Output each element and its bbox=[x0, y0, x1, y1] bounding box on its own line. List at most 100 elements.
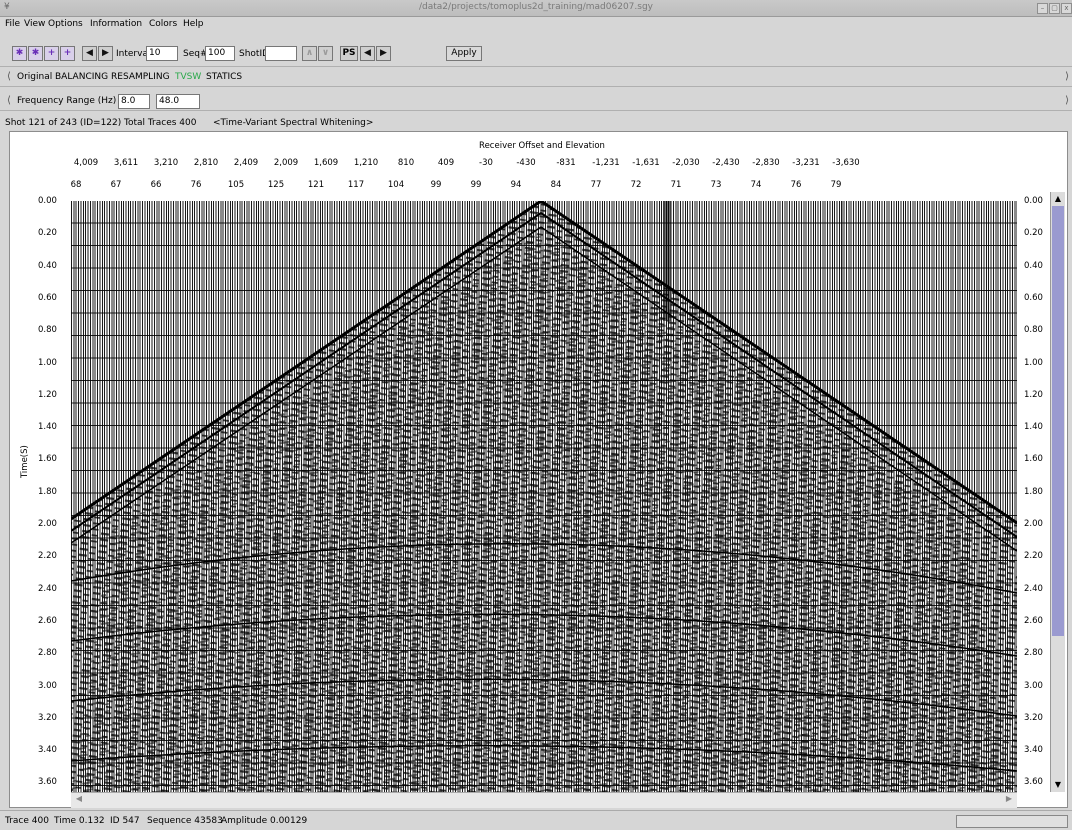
tab-tvsw[interactable]: TVSW bbox=[175, 72, 202, 82]
scroll-left-icon[interactable]: ⟨ bbox=[7, 71, 11, 82]
tab-resampling[interactable]: RESAMPLING bbox=[111, 72, 170, 82]
offset-tick-label: 2,409 bbox=[233, 158, 259, 168]
offset-tick-label: -2,030 bbox=[672, 158, 700, 168]
time-tick-left: 0.80 bbox=[38, 325, 57, 336]
time-tick-right: 2.00 bbox=[1024, 519, 1043, 529]
elevation-tick-label: 74 bbox=[750, 180, 762, 190]
offset-tick-label: -3,630 bbox=[832, 158, 860, 168]
time-tick-right: 1.20 bbox=[1024, 389, 1043, 400]
frequency-high-input[interactable]: 48.0 bbox=[156, 94, 200, 109]
shotid-label: ShotID bbox=[239, 49, 270, 59]
offset-tick-label: -30 bbox=[479, 158, 493, 168]
offset-tick-label: 810 bbox=[397, 158, 415, 168]
time-tick-left: 3.40 bbox=[38, 745, 57, 756]
shotid-input[interactable] bbox=[265, 46, 297, 61]
ps-prev-arrow-icon[interactable]: ◀ bbox=[360, 46, 375, 61]
vertical-scroll-thumb[interactable] bbox=[1052, 206, 1064, 636]
time-tick-right: 2.20 bbox=[1024, 551, 1043, 562]
window-title: /data2/projects/tomoplus2d_training/mad0… bbox=[419, 2, 653, 12]
elevation-tick-label: 94 bbox=[510, 180, 522, 190]
gain-down-icon[interactable]: ✱ bbox=[28, 46, 43, 61]
time-tick-left: 2.00 bbox=[38, 519, 57, 529]
offset-tick-label: -2,430 bbox=[712, 158, 740, 168]
time-tick-right: 1.00 bbox=[1024, 357, 1043, 368]
elevation-tick-label: 99 bbox=[470, 180, 482, 190]
elevation-tick-label: 125 bbox=[267, 180, 285, 190]
ps-next-arrow-icon[interactable]: ▶ bbox=[376, 46, 391, 61]
time-tick-left: 0.60 bbox=[38, 292, 57, 303]
frequency-scroll-left-icon[interactable]: ⟨ bbox=[7, 95, 11, 106]
time-tick-left: 3.00 bbox=[38, 680, 57, 691]
ps-button[interactable]: PS bbox=[340, 46, 358, 61]
time-tick-right: 2.60 bbox=[1024, 615, 1043, 626]
gain-up-icon[interactable]: ✱ bbox=[12, 46, 27, 61]
status-time: Time 0.132 bbox=[54, 816, 105, 826]
menu-view[interactable]: View bbox=[24, 19, 46, 29]
elevation-tick-label: 72 bbox=[630, 180, 642, 190]
elevation-tick-label: 84 bbox=[550, 180, 562, 190]
scroll-up-icon[interactable]: ▲ bbox=[1054, 194, 1062, 203]
elevation-tick-label: 76 bbox=[790, 180, 802, 190]
up-chevron-icon[interactable]: ∧ bbox=[302, 46, 317, 61]
scroll-left-arrow-icon[interactable]: ◀ bbox=[75, 794, 83, 803]
frequency-scroll-right-icon[interactable]: ⟩ bbox=[1065, 95, 1069, 106]
stretch-down-icon[interactable]: + bbox=[60, 46, 75, 61]
offset-tick-label: -3,231 bbox=[792, 158, 820, 168]
time-tick-right: 0.60 bbox=[1024, 292, 1043, 303]
time-tick-right: 3.00 bbox=[1024, 680, 1043, 691]
maximize-icon[interactable]: ▢ bbox=[1049, 3, 1060, 14]
menu-help[interactable]: Help bbox=[183, 19, 204, 29]
interval-input[interactable]: 10 bbox=[146, 46, 178, 61]
elevation-tick-label: 105 bbox=[227, 180, 245, 190]
vertical-scrollbar[interactable]: ▲ ▼ bbox=[1050, 192, 1065, 792]
time-tick-right: 0.40 bbox=[1024, 260, 1043, 271]
scroll-right-icon[interactable]: ⟩ bbox=[1065, 71, 1069, 82]
time-tick-right: 0.80 bbox=[1024, 325, 1043, 336]
menu-file[interactable]: File bbox=[5, 19, 21, 29]
time-tick-left: 1.20 bbox=[38, 389, 57, 400]
elevation-tick-label: 71 bbox=[670, 180, 682, 190]
system-menu-icon[interactable]: ¥ bbox=[4, 2, 10, 12]
next-arrow-icon[interactable]: ▶ bbox=[98, 46, 113, 61]
time-tick-left: 2.80 bbox=[38, 648, 57, 659]
plot-header: Receiver Offset and Elevation bbox=[479, 141, 605, 151]
menu-information[interactable]: Information bbox=[90, 19, 143, 29]
seq-label: Seq# bbox=[183, 49, 208, 59]
previous-arrow-icon[interactable]: ◀ bbox=[82, 46, 97, 61]
elevation-tick-label: 79 bbox=[830, 180, 842, 190]
toolbar bbox=[0, 32, 1072, 67]
seq-input[interactable]: 100 bbox=[205, 46, 235, 61]
scroll-down-icon[interactable]: ▼ bbox=[1054, 780, 1062, 789]
stretch-up-icon[interactable]: + bbox=[44, 46, 59, 61]
frequency-low-input[interactable]: 8.0 bbox=[118, 94, 150, 109]
elevation-tick-label: 76 bbox=[190, 180, 202, 190]
scroll-right-arrow-icon[interactable]: ▶ bbox=[1005, 794, 1013, 803]
offset-tick-label: -2,830 bbox=[752, 158, 780, 168]
title-bar: ¥ /data2/projects/tomoplus2d_training/ma… bbox=[0, 0, 1072, 17]
horizontal-scrollbar[interactable]: ◀ ▶ bbox=[71, 792, 1017, 808]
tab-statics[interactable]: STATICS bbox=[206, 72, 243, 82]
menu-options[interactable]: Options bbox=[48, 19, 83, 29]
offset-tick-label: -1,231 bbox=[592, 158, 620, 168]
down-chevron-icon[interactable]: ∨ bbox=[318, 46, 333, 61]
minimize-icon[interactable]: – bbox=[1037, 3, 1048, 14]
time-tick-right: 1.60 bbox=[1024, 454, 1043, 465]
time-tick-right: 3.20 bbox=[1024, 712, 1043, 723]
offset-tick-label: -831 bbox=[556, 158, 576, 168]
offset-tick-label: 2,810 bbox=[193, 158, 219, 168]
time-tick-left: 3.60 bbox=[38, 777, 57, 788]
tab-balancing[interactable]: BALANCING bbox=[55, 72, 109, 82]
seismic-gather[interactable] bbox=[71, 201, 1017, 792]
menu-colors[interactable]: Colors bbox=[149, 19, 178, 29]
frequency-label: Frequency Range (Hz) bbox=[17, 96, 117, 106]
status-trace: Trace 400 bbox=[5, 816, 49, 826]
elevation-tick-label: 73 bbox=[710, 180, 722, 190]
tab-original[interactable]: Original bbox=[17, 72, 53, 82]
time-tick-right: 2.40 bbox=[1024, 583, 1043, 594]
close-icon[interactable]: x bbox=[1061, 3, 1072, 14]
apply-button[interactable]: Apply bbox=[446, 46, 482, 61]
offset-tick-label: -430 bbox=[516, 158, 536, 168]
time-tick-right: 3.60 bbox=[1024, 777, 1043, 788]
time-tick-left: 1.60 bbox=[38, 454, 57, 465]
frequency-row: ⟨ Frequency Range (Hz) 8.0 48.0 ⟩ bbox=[0, 92, 1072, 111]
